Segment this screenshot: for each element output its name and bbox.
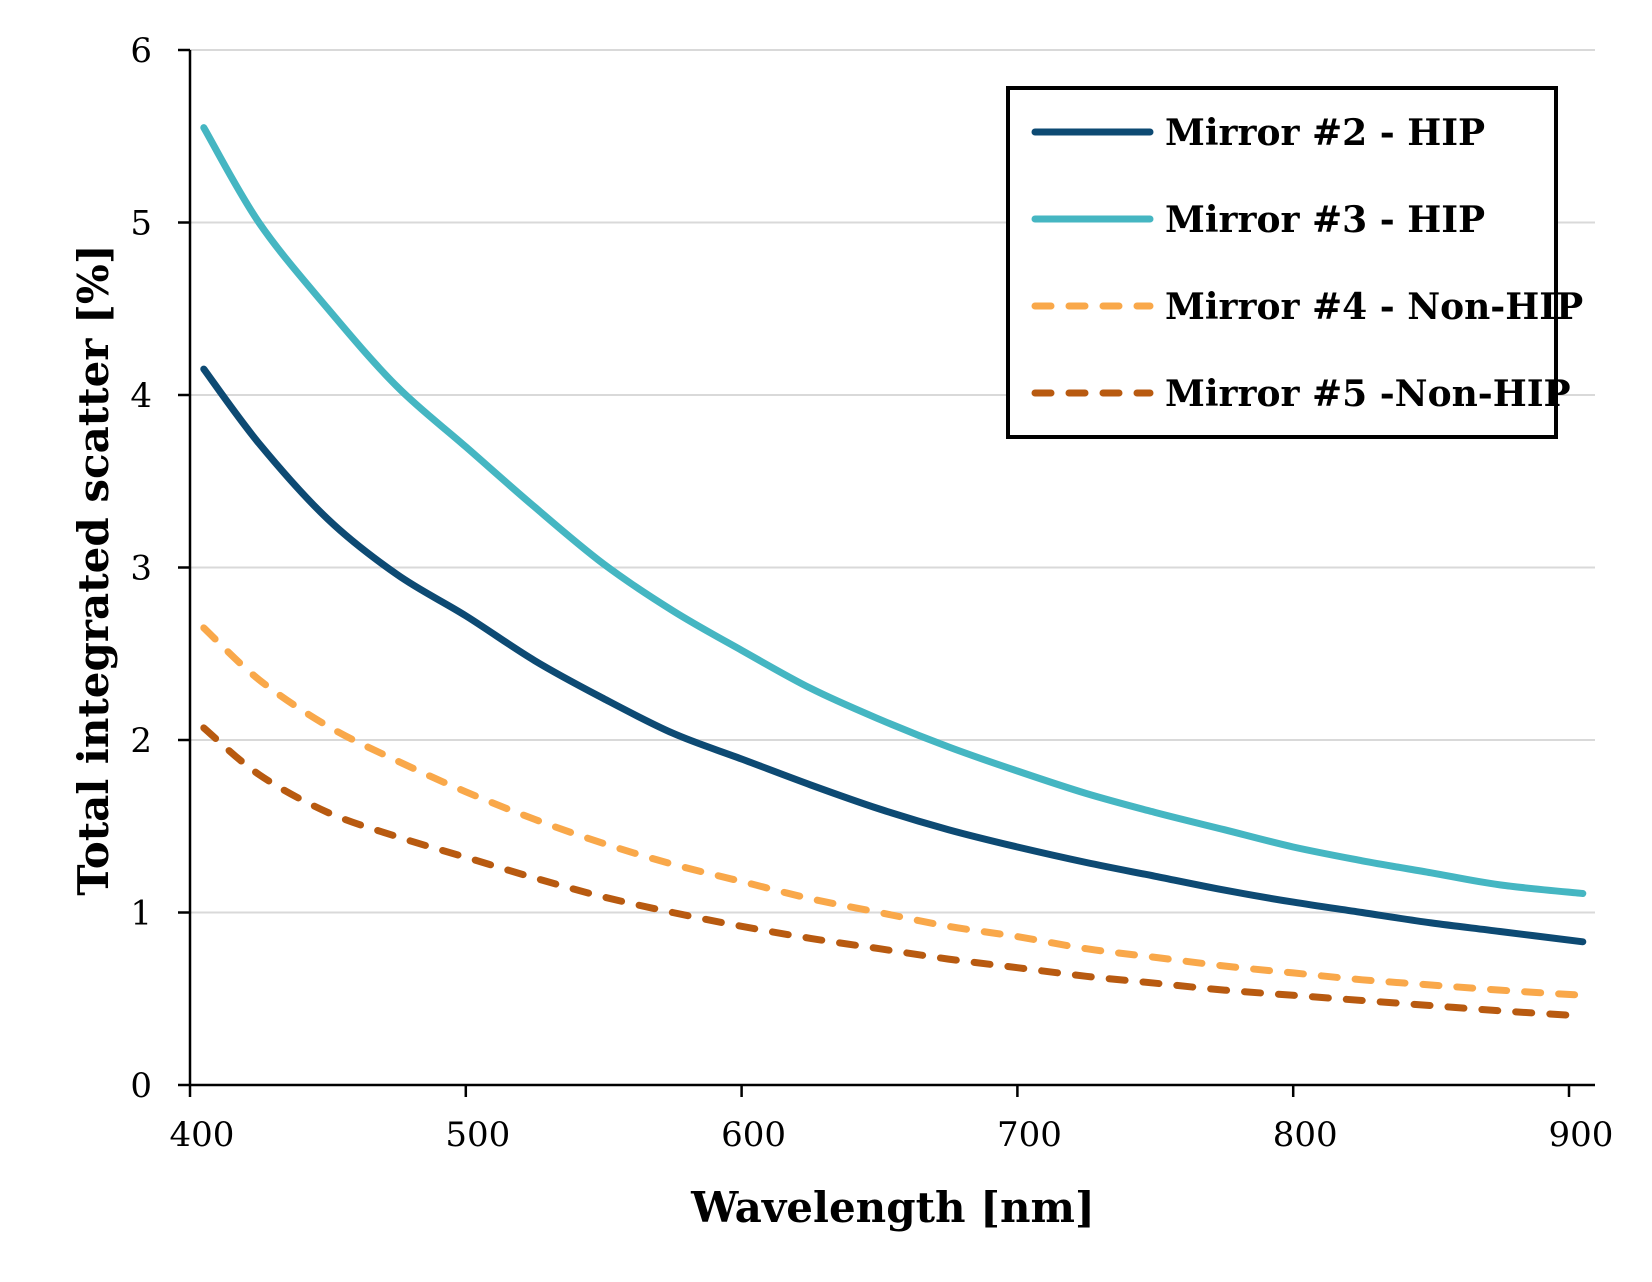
legend: Mirror #2 - HIP Mirror #3 - HIP Mirror #4 … bbox=[1006, 86, 1583, 439]
ticks: 0 1 2 3 4 5 6 400 500 600 700 800 900 bbox=[130, 31, 1613, 1155]
series-line-4 bbox=[200, 724, 1587, 1020]
y-tick-label: 6 bbox=[130, 31, 152, 71]
y-axis-title: Total integrated scatter [%] bbox=[69, 244, 118, 895]
series-layer bbox=[200, 124, 1587, 1020]
x-axis-title: Wavelength [nm] bbox=[690, 1183, 1095, 1232]
x-tick-label: 600 bbox=[721, 1115, 786, 1155]
x-tick-label: 400 bbox=[170, 1115, 235, 1155]
x-tick-label: 800 bbox=[1273, 1115, 1338, 1155]
x-tick-label: 700 bbox=[997, 1115, 1062, 1155]
legend-label-4: Mirror #5 -Non-HIP bbox=[1165, 373, 1571, 415]
legend-label-1: Mirror #2 - HIP bbox=[1165, 112, 1485, 154]
x-tick-label: 900 bbox=[1549, 1115, 1614, 1155]
legend-box bbox=[1006, 86, 1558, 439]
series-line-1 bbox=[200, 365, 1587, 946]
y-tick-label: 2 bbox=[130, 721, 152, 761]
y-tick-label: 0 bbox=[130, 1066, 152, 1106]
y-tick-label: 1 bbox=[130, 894, 152, 934]
legend-label-3: Mirror #4 - Non-HIP bbox=[1165, 286, 1583, 328]
y-tick-label: 5 bbox=[130, 204, 152, 244]
y-tick-label: 4 bbox=[130, 376, 152, 416]
series-line-2 bbox=[200, 124, 1587, 897]
x-tick-label: 500 bbox=[445, 1115, 510, 1155]
y-tick-label: 3 bbox=[130, 549, 152, 589]
series-line-3 bbox=[200, 624, 1587, 999]
legend-label-2: Mirror #3 - HIP bbox=[1165, 199, 1485, 241]
